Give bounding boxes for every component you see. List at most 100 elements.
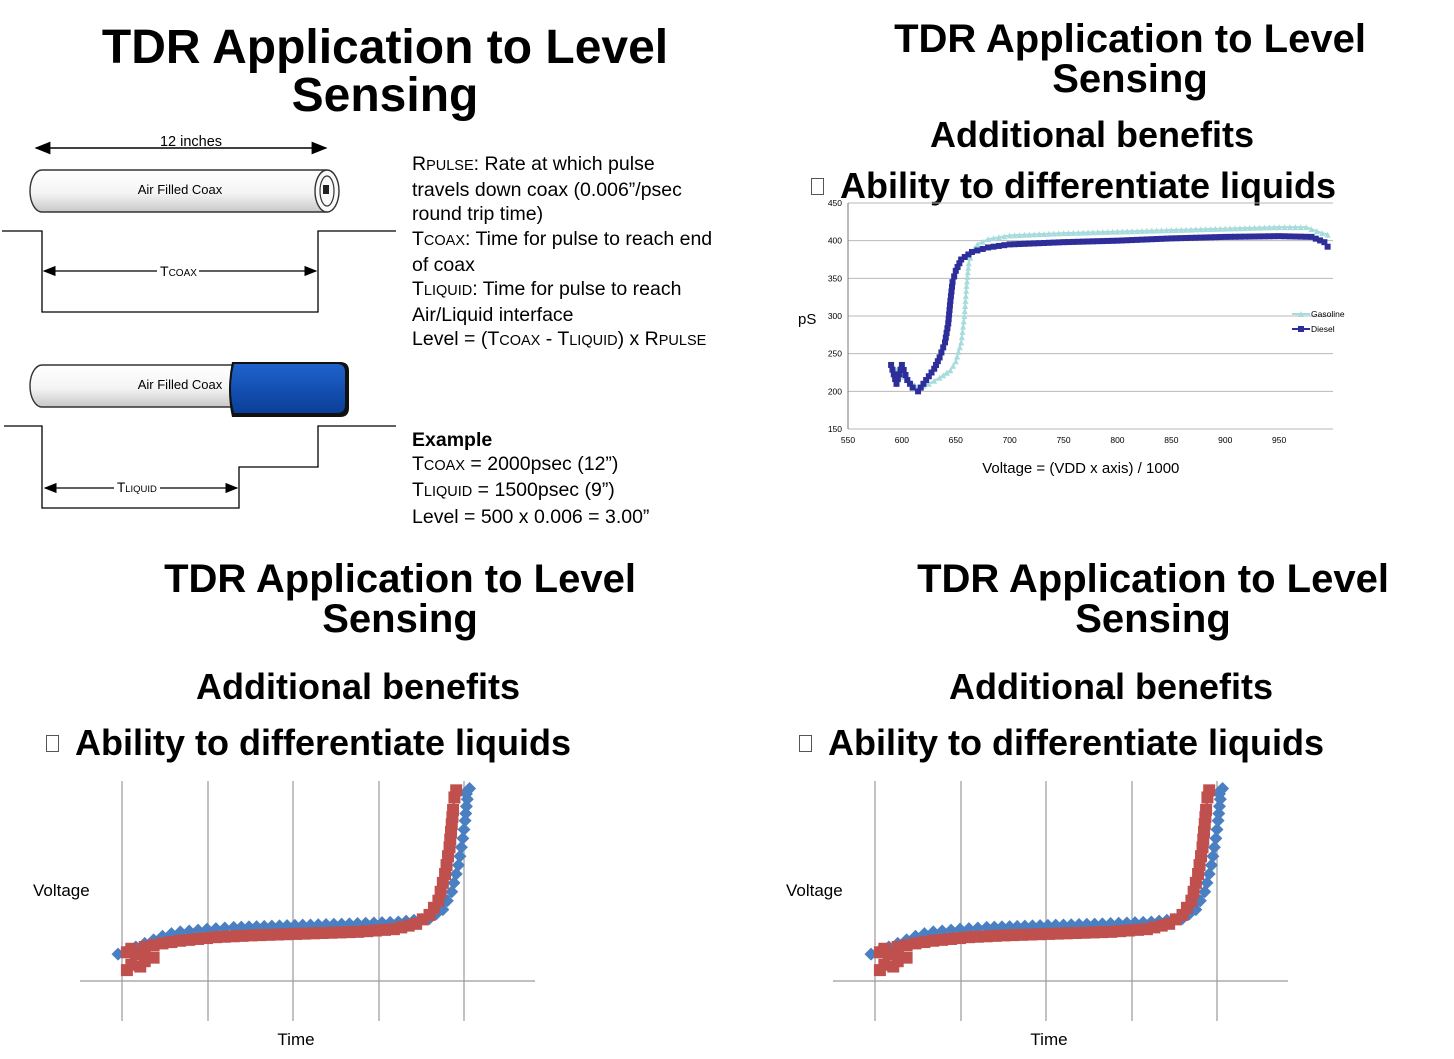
- data-point: [1207, 234, 1214, 241]
- data-point: [456, 831, 470, 845]
- data-point: [1271, 233, 1278, 240]
- data-point: [1281, 233, 1288, 240]
- y-tick-label: 350: [828, 273, 842, 283]
- data-point: [940, 372, 947, 379]
- data-point: [445, 885, 459, 899]
- data-point: [1104, 237, 1111, 244]
- data-point: [942, 339, 948, 346]
- data-point: [1060, 230, 1067, 237]
- data-point: [453, 849, 467, 863]
- data-point: [1129, 228, 1136, 235]
- data-point: [928, 369, 935, 376]
- tliquid-def: TLIQUID: Time for pulse to reach: [412, 278, 682, 301]
- data-point: [1094, 238, 1101, 245]
- data-point: [1308, 226, 1315, 233]
- y-axis-label: Voltage: [33, 881, 90, 900]
- q1-title: TDR Application to Level Sensing: [60, 24, 710, 120]
- data-point: [955, 348, 962, 355]
- data-point: [1085, 229, 1092, 236]
- data-point: [457, 823, 471, 836]
- data-point: [1207, 840, 1221, 854]
- y-tick-label: 300: [828, 311, 842, 321]
- data-point: [897, 366, 904, 373]
- data-point: [898, 361, 905, 368]
- q2-bullet: Ability to differentiate liquids: [811, 165, 1336, 207]
- data-point: [1001, 242, 1008, 249]
- data-point: [1173, 235, 1180, 242]
- q3-subtitle: Additional benefits: [196, 666, 520, 707]
- data-point: [1246, 224, 1253, 231]
- data-point: [1212, 234, 1219, 241]
- data-point: [1112, 916, 1126, 930]
- bullet-box-icon: [46, 734, 59, 752]
- data-point: [917, 384, 924, 391]
- x-tick-label: 750: [1056, 435, 1070, 445]
- data-point: [1085, 238, 1092, 245]
- bullet-box-icon: [811, 177, 824, 195]
- data-point: [1075, 238, 1082, 245]
- x-tick-label: 850: [1164, 435, 1178, 445]
- data-point: [1143, 227, 1150, 234]
- voltage-time-chart-right: Voltage Time: [786, 781, 1288, 1049]
- data-point: [1099, 229, 1106, 236]
- data-point: [1276, 224, 1283, 231]
- data-point: [450, 784, 463, 797]
- data-point: [1222, 225, 1229, 232]
- data-point: [956, 260, 963, 267]
- data-point: [1308, 233, 1315, 240]
- tliquid-label: TLIQUID: [117, 480, 157, 495]
- liquids-tdr-chart: 150 200 250 300 350 400 450 550 600 650 700 750 800 8…: [798, 198, 1345, 477]
- rpulse-def-line2: travels down coax (0.006”/psec: [412, 179, 682, 202]
- data-point: [1236, 225, 1243, 232]
- data-point: [1124, 228, 1131, 235]
- example-level: Level = 500 x 0.006 = 3.00”: [412, 505, 650, 528]
- data-point: [1271, 224, 1278, 231]
- data-point: [980, 920, 994, 934]
- data-point: [965, 264, 972, 271]
- x-axis-label: Time: [1030, 1030, 1067, 1049]
- data-point: [1031, 240, 1038, 247]
- example-text: Example TCOAX = 2000psec (12”) TLIQUID =…: [412, 428, 649, 529]
- data-point: [383, 915, 397, 929]
- legend-label: Diesel: [1311, 324, 1335, 334]
- data-point: [1206, 849, 1220, 863]
- data-point: [1192, 226, 1199, 233]
- legend-label: Gasoline: [1311, 309, 1345, 319]
- data-point: [1026, 231, 1033, 238]
- data-point: [979, 245, 986, 252]
- data-point: [447, 803, 460, 816]
- data-point: [958, 339, 965, 346]
- data-point: [1055, 239, 1062, 246]
- data-point: [951, 273, 958, 280]
- definitions-text: RPULSE: Rate at which pulse travels down…: [412, 152, 712, 354]
- data-point: [1124, 237, 1131, 244]
- q4-title-line2: Sensing: [1075, 597, 1231, 641]
- data-point: [878, 942, 891, 955]
- data-point: [1040, 239, 1047, 246]
- data-point: [1168, 235, 1175, 242]
- data-point: [1297, 233, 1304, 240]
- data-point: [1050, 239, 1057, 246]
- data-point: [1070, 238, 1077, 245]
- data-point: [1202, 234, 1209, 241]
- data-point: [936, 354, 943, 361]
- data-point: [1168, 227, 1175, 234]
- data-point: [454, 840, 468, 854]
- data-point: [1040, 230, 1047, 237]
- data-point: [1317, 237, 1324, 244]
- data-point: [946, 311, 953, 318]
- data-point: [1060, 239, 1067, 246]
- data-point: [1251, 233, 1258, 240]
- x-tick-label: 900: [1218, 435, 1232, 445]
- data-point: [1080, 229, 1087, 236]
- data-point: [1261, 224, 1268, 231]
- data-point: [449, 867, 463, 881]
- data-point: [1158, 235, 1165, 242]
- data-point: [1026, 240, 1033, 247]
- data-point: [947, 297, 954, 304]
- data-point: [974, 241, 981, 248]
- data-point: [1187, 226, 1194, 233]
- coax-top-label: Air Filled Coax: [138, 182, 223, 197]
- data-point: [1217, 234, 1224, 241]
- legend-marker: [1298, 311, 1304, 317]
